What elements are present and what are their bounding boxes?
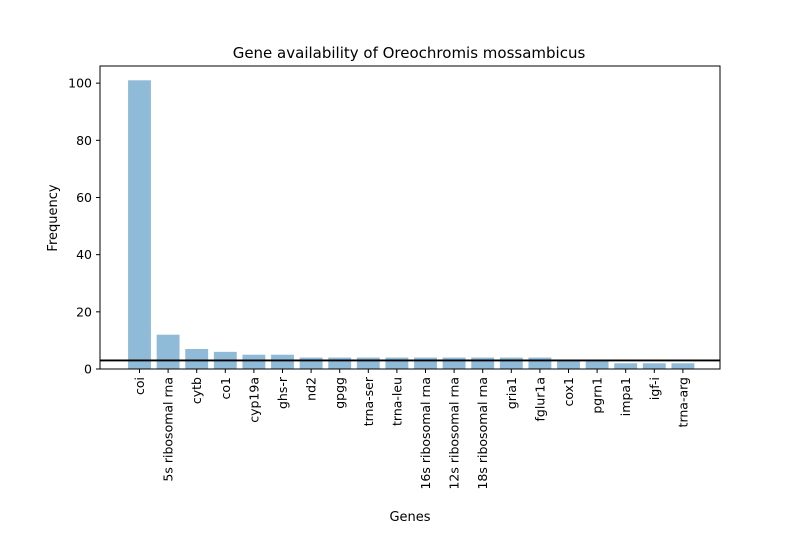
x-axis-label: Genes [389, 510, 430, 525]
x-tick-label-18: igf-i [647, 377, 662, 400]
bar-0 [128, 80, 151, 369]
y-tick-label-5: 100 [68, 76, 92, 91]
x-tick-label-12: 18s ribosomal rna [475, 377, 490, 490]
x-tick-label-13: gria1 [504, 377, 519, 409]
x-tick-label-19: trna-arg [675, 377, 690, 427]
chart-title: Gene availability of Oreochromis mossamb… [233, 44, 586, 62]
bar-12 [471, 357, 495, 369]
bar-2 [185, 348, 209, 369]
bar-15 [557, 360, 580, 369]
y-tick-label-2: 40 [76, 247, 92, 262]
x-tick-label-5: ghs-r [275, 376, 290, 409]
x-axis-ticks: coi 5s ribosomal rna cytb co1 cyp19a ghs-r nd2… [132, 369, 690, 490]
x-tick-label-9: trna-leu [389, 377, 404, 426]
bar-4 [242, 354, 266, 369]
bar-1 [156, 334, 180, 369]
y-tick-label-0: 0 [84, 362, 92, 377]
y-tick-label-3: 60 [76, 190, 92, 205]
bar-13 [499, 357, 523, 369]
bar-14 [528, 357, 552, 369]
bar-6 [299, 357, 323, 369]
y-axis-ticks: 0 20 40 60 80 100 [68, 76, 100, 377]
x-tick-label-16: pgrn1 [590, 377, 605, 414]
x-tick-label-4: cyp19a [246, 377, 261, 423]
x-tick-label-0: coi [132, 377, 147, 395]
x-tick-label-11: 12s ribosomal rna [447, 377, 462, 490]
x-tick-label-2: cytb [189, 377, 204, 404]
x-tick-label-17: impa1 [618, 377, 633, 416]
plot-frame [99, 65, 721, 370]
x-tick-label-15: cox1 [561, 377, 576, 407]
bar-5 [271, 354, 294, 369]
bar-9 [385, 357, 409, 369]
bar-8 [356, 357, 380, 369]
y-tick-label-1: 20 [76, 304, 92, 319]
y-axis-label: Frequency [46, 184, 61, 251]
bar-11 [442, 357, 466, 369]
x-tick-label-3: co1 [218, 377, 233, 399]
x-tick-label-1: 5s ribosomal rna [161, 377, 176, 482]
bar-7 [328, 357, 352, 369]
bar-17 [614, 363, 638, 369]
bar-10 [414, 357, 437, 369]
x-tick-label-8: trna-ser [361, 376, 376, 426]
bars-group [128, 80, 695, 369]
bar-16 [585, 360, 609, 369]
x-tick-label-7: gpgg [332, 377, 347, 409]
bar-19 [671, 363, 695, 369]
y-tick-label-4: 80 [76, 133, 92, 148]
x-tick-label-14: fglur1a [532, 377, 547, 421]
x-tick-label-10: 16s ribosomal rna [418, 377, 433, 490]
bar-18 [642, 363, 666, 369]
x-tick-label-6: nd2 [304, 377, 319, 401]
